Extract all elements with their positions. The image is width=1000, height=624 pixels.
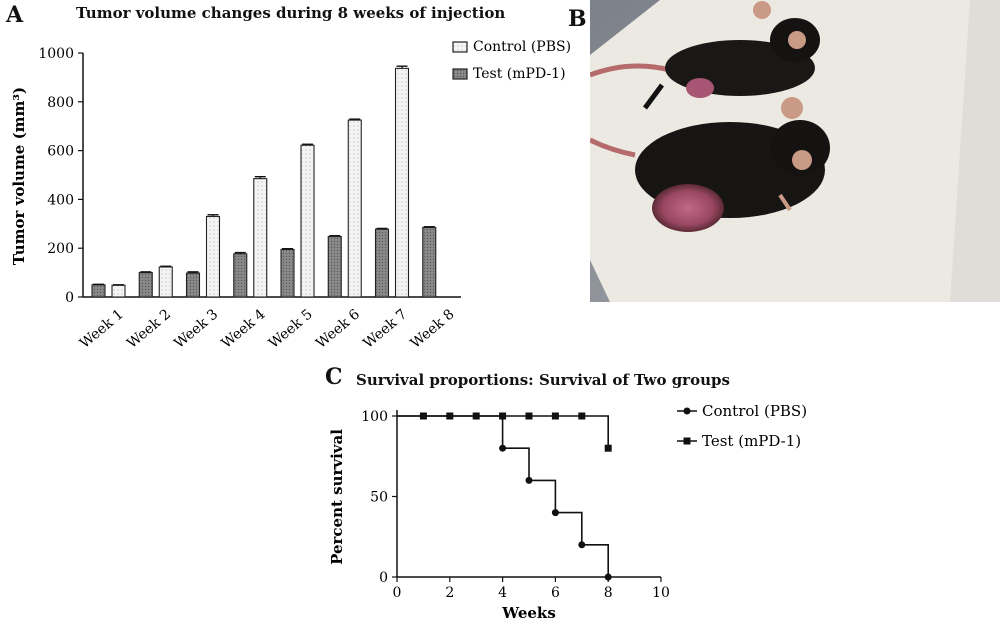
survival-point-control	[499, 444, 507, 452]
bar-control-week6	[347, 119, 362, 298]
chart-a-xtick-label: Week 3	[171, 306, 221, 351]
chart-a-ylabel: Tumor volume (mm³)	[10, 87, 28, 265]
survival-point-test	[525, 412, 533, 420]
chart-c-ytick-label: 50	[370, 490, 388, 506]
chart-c-xtick-label: 0	[393, 585, 402, 601]
chart-a-xtick-label: Week 7	[360, 306, 410, 351]
chart-c-legend: Control (PBS) Test (mPD-1)	[677, 402, 807, 450]
chart-a-ytick-label: 800	[47, 95, 74, 111]
survival-point-test	[604, 444, 612, 452]
chart-a-ytick-label: 600	[47, 144, 74, 160]
mice-photo	[590, 0, 1000, 302]
survival-point-control	[551, 509, 559, 517]
chart-c-xtick-label: 2	[445, 585, 454, 601]
bar-test-week8	[422, 226, 437, 298]
survival-point-control	[525, 476, 533, 484]
chart-c-ylabel: Percent survival	[328, 429, 346, 565]
panel-label-a: A	[6, 2, 24, 28]
bar-test-week5	[280, 248, 295, 298]
bar-control-week7	[394, 67, 410, 298]
chart-c-xtick-label: 8	[604, 585, 613, 601]
chart-a-ytick-label: 0	[65, 290, 74, 306]
chart-a-xtick-label: Week 1	[77, 306, 127, 351]
chart-c-xtick-label: 10	[652, 585, 670, 601]
panel-label-b: B	[568, 6, 587, 32]
chart-a-ytick-label: 1000	[38, 46, 74, 62]
bar-test-week6	[327, 235, 342, 298]
chart-c-xtick-label: 4	[498, 585, 507, 601]
survival-point-test	[578, 412, 586, 420]
bar-control-week5	[300, 144, 315, 298]
survival-point-test	[499, 412, 507, 420]
chart-a-ytick-label: 200	[47, 241, 74, 257]
bar-control-week3	[205, 215, 221, 298]
chart-a-xtick-label: Week 8	[408, 306, 458, 351]
bar-test-week1	[91, 284, 106, 298]
chart-a-xtick-label: Week 2	[124, 306, 174, 351]
chart-c-title: Survival proportions: Survival of Two gr…	[356, 371, 730, 389]
legend-label-control: Control (PBS)	[702, 402, 807, 420]
chart-c-ytick-label: 0	[379, 570, 388, 586]
chart-a-ytick-label: 400	[47, 192, 74, 208]
chart-a-title: Tumor volume changes during 8 weeks of i…	[76, 4, 506, 22]
chart-c-ytick-label: 100	[361, 409, 388, 425]
survival-point-test	[551, 412, 559, 420]
bar-test-week4	[233, 253, 248, 298]
chart-a-legend: Control (PBS) Test (mPD-1)	[452, 39, 571, 82]
bar-test-week2	[138, 272, 153, 298]
chart-c-xtick-label: 6	[551, 585, 560, 601]
legend-label-test: Test (mPD-1)	[702, 432, 801, 450]
bar-test-week3	[185, 272, 201, 298]
legend-label-test: Test (mPD-1)	[473, 66, 566, 82]
survival-point-control	[604, 573, 612, 581]
chart-a-xtick-label: Week 4	[219, 306, 269, 352]
legend-swatch-test	[452, 68, 468, 80]
survival-point-control	[578, 541, 586, 549]
survival-point-test	[446, 412, 454, 420]
survival-point-test	[419, 412, 427, 420]
bar-control-week1	[111, 284, 126, 298]
legend-marker-control	[683, 407, 691, 415]
survival-line-control	[397, 415, 609, 577]
legend-label-control: Control (PBS)	[473, 39, 571, 55]
chart-a-xtick-label: Week 5	[266, 306, 316, 351]
legend-marker-test	[683, 437, 691, 445]
survival-line-test	[397, 415, 609, 449]
bar-control-week4	[253, 178, 268, 298]
chart-c-xlabel: Weeks	[501, 604, 556, 622]
survival-point-test	[472, 412, 480, 420]
panel-label-c: C	[325, 364, 343, 390]
bar-control-week2	[158, 266, 173, 298]
bar-test-week7	[374, 228, 390, 298]
chart-a-xtick-label: Week 6	[313, 306, 363, 352]
legend-swatch-control	[452, 41, 468, 53]
